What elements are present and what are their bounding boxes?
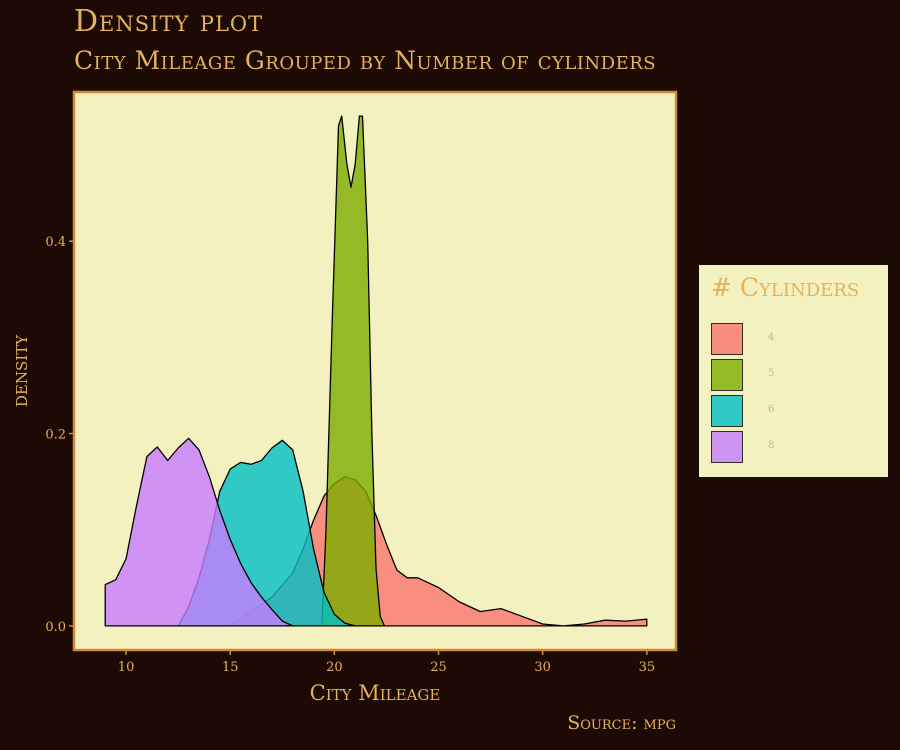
- y-tick-label: 0.2: [45, 428, 66, 443]
- x-tick-label: 35: [639, 660, 656, 675]
- y-axis: 0.0 0.2 0.4: [45, 235, 73, 635]
- density-area-8: [104, 437, 294, 627]
- chart-caption: Source: mpg: [567, 712, 676, 734]
- x-axis-title: City Mileage: [310, 681, 441, 705]
- legend-key-4: [711, 323, 743, 355]
- legend: # Cylinders 4 5 6 8: [699, 265, 888, 477]
- legend-item-6: 6: [711, 395, 881, 429]
- y-tick-label: 0.4: [45, 235, 66, 250]
- x-tick-label: 10: [118, 660, 135, 675]
- legend-label-6: 6: [768, 404, 775, 415]
- chart-title: Density plot: [74, 4, 264, 39]
- x-tick-label: 25: [430, 660, 447, 675]
- legend-label-5: 5: [768, 368, 775, 379]
- density-area-5: [321, 115, 386, 627]
- density-areas: [104, 115, 648, 627]
- legend-item-4: 4: [711, 323, 881, 357]
- x-tick-label: 30: [534, 660, 551, 675]
- y-axis-title: density: [8, 334, 32, 407]
- legend-key-5: [711, 359, 743, 391]
- plot-panel-border: [72, 90, 678, 652]
- legend-label-4: 4: [768, 332, 775, 343]
- chart-subtitle: City Mileage Grouped by Number of cylind…: [74, 46, 657, 75]
- legend-title: # Cylinders: [711, 273, 860, 302]
- x-tick-label: 20: [326, 660, 343, 675]
- legend-key-8: [711, 431, 743, 463]
- x-tick-label: 15: [222, 660, 239, 675]
- legend-item-8: 8: [711, 431, 881, 465]
- legend-label-8: 8: [768, 440, 775, 451]
- legend-item-5: 5: [711, 359, 881, 393]
- legend-key-6: [711, 395, 743, 427]
- y-tick-label: 0.0: [45, 620, 66, 635]
- x-axis: 10 15 20 25 30 35: [118, 651, 655, 675]
